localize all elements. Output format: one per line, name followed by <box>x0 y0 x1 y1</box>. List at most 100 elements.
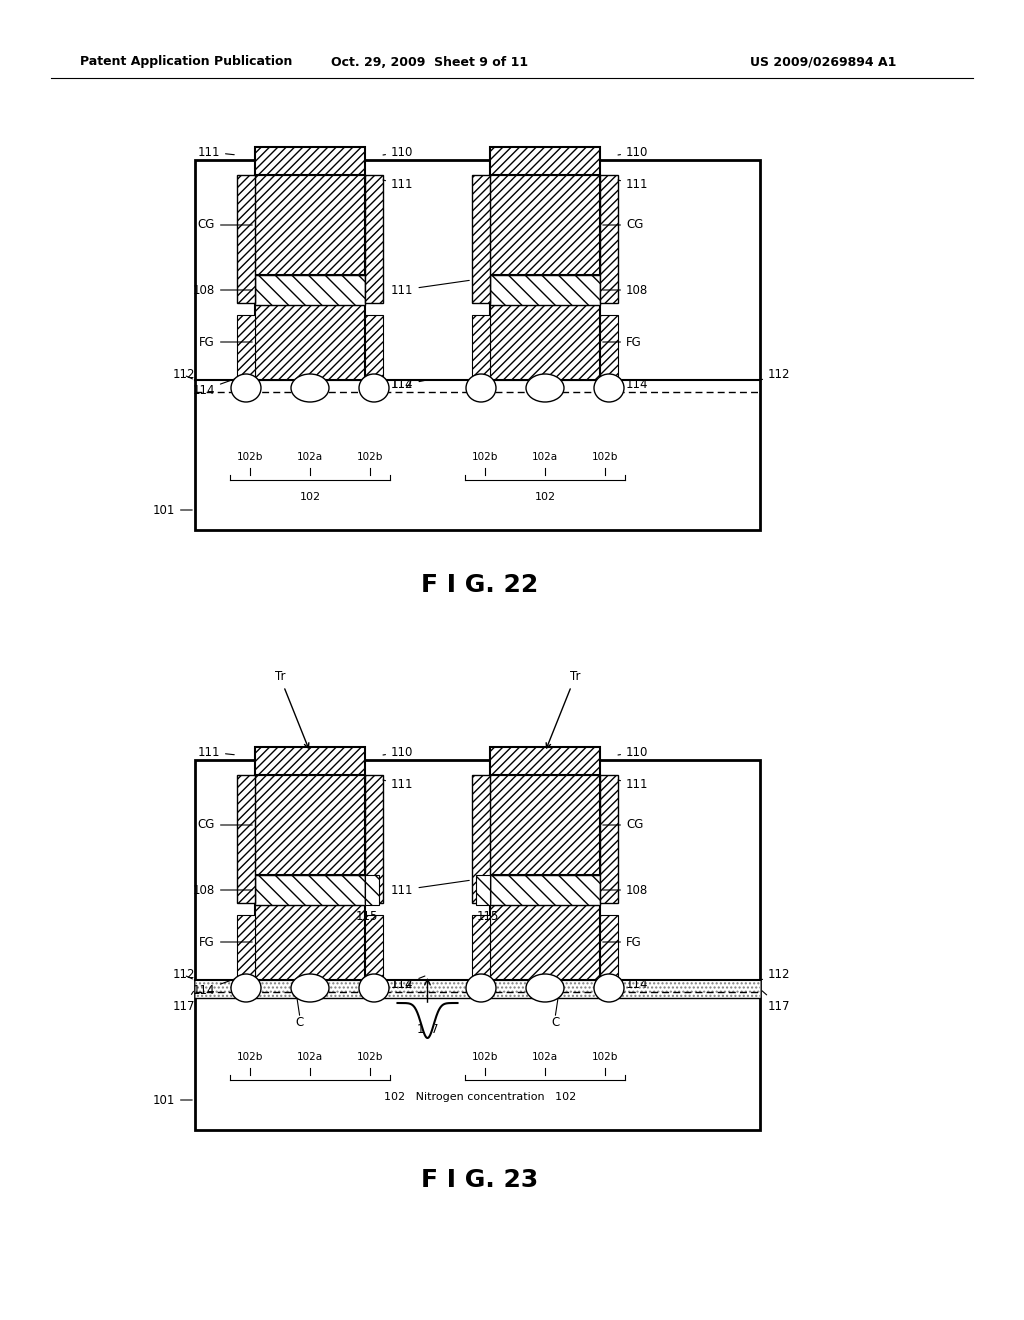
Bar <box>365 915 383 979</box>
Text: 115: 115 <box>355 892 378 924</box>
Text: 110: 110 <box>383 746 414 759</box>
Text: 117: 117 <box>416 1023 438 1036</box>
Text: CG: CG <box>603 219 643 231</box>
Text: 114: 114 <box>193 376 244 396</box>
Text: 112: 112 <box>172 368 195 381</box>
Bar <box>472 176 490 304</box>
Text: 102: 102 <box>535 492 556 502</box>
Text: 102a: 102a <box>297 1052 323 1063</box>
Bar <box>365 875 379 906</box>
Text: 114: 114 <box>377 975 414 991</box>
Text: 102b: 102b <box>472 1052 499 1063</box>
Text: 111: 111 <box>383 779 414 792</box>
Ellipse shape <box>526 374 564 403</box>
Text: 102   Nitrogen concentration   102: 102 Nitrogen concentration 102 <box>384 1092 577 1102</box>
Bar <box>365 315 383 380</box>
Text: 102b: 102b <box>356 1052 383 1063</box>
Ellipse shape <box>466 374 496 403</box>
Text: Tr: Tr <box>274 671 309 748</box>
Text: 112: 112 <box>391 379 424 392</box>
Text: C: C <box>551 1016 559 1030</box>
Text: FG: FG <box>200 335 252 348</box>
Text: FG: FG <box>603 936 642 949</box>
Text: 102a: 102a <box>531 451 558 462</box>
Text: 102b: 102b <box>592 1052 618 1063</box>
Bar <box>472 915 490 979</box>
Text: 101: 101 <box>153 503 193 516</box>
Bar <box>472 315 490 380</box>
Bar <box>255 906 365 979</box>
Bar <box>237 915 255 979</box>
Text: 111: 111 <box>198 145 234 158</box>
Text: 102b: 102b <box>472 451 499 462</box>
Text: 112: 112 <box>172 969 195 982</box>
Ellipse shape <box>291 374 329 403</box>
Text: C: C <box>296 1016 304 1030</box>
Bar <box>476 875 490 906</box>
Text: Patent Application Publication: Patent Application Publication <box>80 55 293 69</box>
Bar <box>490 775 600 875</box>
Bar <box>490 747 600 775</box>
Bar <box>255 875 365 906</box>
Bar <box>255 176 365 275</box>
Text: 117: 117 <box>762 991 791 1012</box>
Bar <box>255 747 365 775</box>
Ellipse shape <box>526 974 564 1002</box>
Ellipse shape <box>291 974 329 1002</box>
Text: 102b: 102b <box>237 451 263 462</box>
Bar <box>490 906 600 979</box>
Text: 102a: 102a <box>297 451 323 462</box>
Ellipse shape <box>231 974 261 1002</box>
Text: US 2009/0269894 A1: US 2009/0269894 A1 <box>750 55 896 69</box>
Text: 111: 111 <box>391 280 469 297</box>
Ellipse shape <box>359 374 389 403</box>
Bar <box>195 760 760 1130</box>
Text: 112: 112 <box>760 368 791 381</box>
Text: 111: 111 <box>618 779 648 792</box>
Bar <box>195 979 760 998</box>
Ellipse shape <box>466 974 496 1002</box>
Text: 110: 110 <box>618 145 648 158</box>
Text: 117: 117 <box>172 991 195 1012</box>
Text: 112: 112 <box>760 969 791 982</box>
Bar <box>255 275 365 305</box>
Bar <box>237 176 255 304</box>
Text: 102b: 102b <box>356 451 383 462</box>
Text: CG: CG <box>198 219 252 231</box>
Ellipse shape <box>594 374 624 403</box>
Bar <box>365 176 383 304</box>
Bar <box>237 315 255 380</box>
Text: 114: 114 <box>193 975 244 997</box>
Bar <box>600 315 618 380</box>
Text: 111: 111 <box>618 178 648 191</box>
Text: 110: 110 <box>383 145 414 158</box>
Bar <box>472 775 490 903</box>
Bar <box>490 147 600 176</box>
Bar <box>365 775 383 903</box>
Text: 114: 114 <box>611 975 648 991</box>
Bar <box>490 176 600 275</box>
Ellipse shape <box>594 974 624 1002</box>
Text: 108: 108 <box>603 883 648 896</box>
Text: 115: 115 <box>477 892 499 924</box>
Text: 111: 111 <box>383 178 414 191</box>
Text: Oct. 29, 2009  Sheet 9 of 11: Oct. 29, 2009 Sheet 9 of 11 <box>332 55 528 69</box>
Bar <box>195 160 760 531</box>
Bar <box>255 775 365 875</box>
Text: 110: 110 <box>618 746 648 759</box>
Text: 108: 108 <box>603 284 648 297</box>
Bar <box>255 147 365 176</box>
Text: 102: 102 <box>299 492 321 502</box>
Text: FG: FG <box>200 936 252 949</box>
Text: 108: 108 <box>193 883 252 896</box>
Text: FG: FG <box>603 335 642 348</box>
Text: 101: 101 <box>153 1093 193 1106</box>
Bar <box>255 305 365 380</box>
Text: 102b: 102b <box>592 451 618 462</box>
Bar <box>490 275 600 305</box>
Bar <box>237 775 255 903</box>
Text: 102b: 102b <box>237 1052 263 1063</box>
Text: 102a: 102a <box>531 1052 558 1063</box>
Ellipse shape <box>359 974 389 1002</box>
Text: Tr: Tr <box>546 671 581 748</box>
